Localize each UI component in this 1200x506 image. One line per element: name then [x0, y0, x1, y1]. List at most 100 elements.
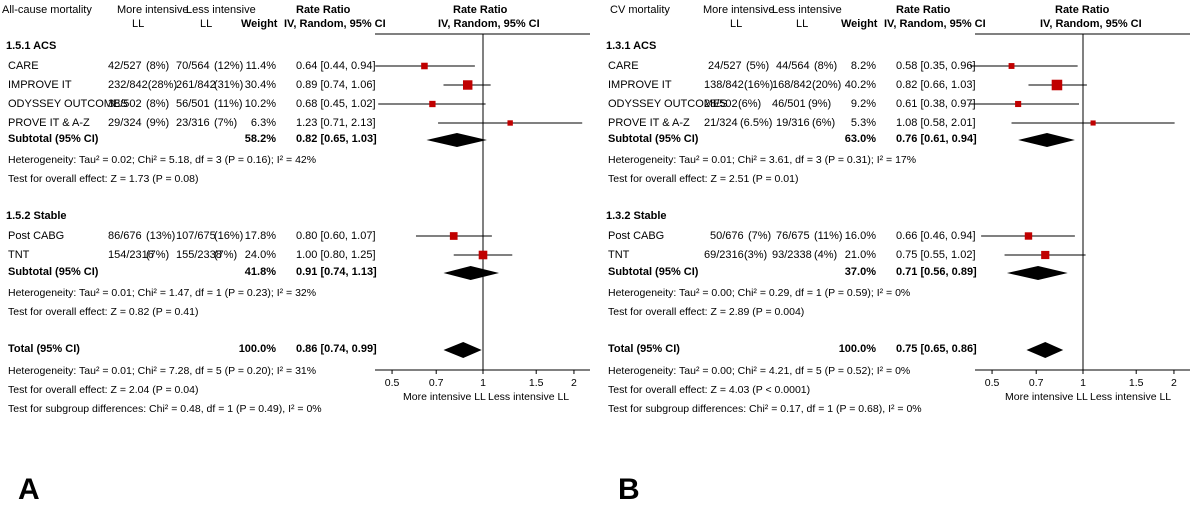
study-g2: 44/564 — [776, 60, 810, 72]
study-name: IMPROVE IT — [608, 79, 672, 91]
study-g1-pct: (6.5%) — [740, 117, 773, 129]
study-point-estimate — [449, 232, 458, 240]
effect-header: Rate Ratio — [896, 4, 951, 16]
total-ci: 0.86 [0.74, 0.99] — [296, 343, 377, 355]
study-ci: 0.89 [0.74, 1.06] — [296, 79, 376, 91]
study-ci: 0.75 [0.55, 1.02] — [896, 249, 976, 261]
group1-header: More intensive — [703, 4, 775, 16]
study-weight: 40.2% — [844, 79, 876, 91]
study-name: PROVE IT & A-Z — [608, 117, 690, 129]
study-weight: 24.0% — [244, 249, 276, 261]
subtotal-diamond — [1006, 266, 1068, 280]
study-g1: 29/324 — [108, 117, 142, 129]
favours-right-label: Less intensive LL — [488, 391, 570, 403]
study-weight: 30.4% — [244, 79, 276, 91]
subtotal-ci: 0.71 [0.56, 0.89] — [896, 266, 977, 278]
study-weight: 10.2% — [244, 98, 276, 110]
study-name: CARE — [8, 60, 39, 72]
study-point-estimate — [1041, 250, 1050, 260]
study-point-estimate — [1008, 63, 1015, 69]
study-name: IMPROVE IT — [8, 79, 72, 91]
study-g1: 24/527 — [708, 60, 742, 72]
group1-subheader: LL — [730, 18, 743, 30]
study-g2: 70/564 — [176, 60, 210, 72]
total-weight: 100.0% — [838, 343, 876, 355]
study-g2: 168/842 — [772, 79, 812, 91]
study-name: CARE — [608, 60, 639, 72]
study-g2-pct: (31%) — [214, 79, 244, 91]
x-tick-label: 1 — [480, 377, 486, 389]
x-tick-label: 0.5 — [384, 377, 400, 389]
study-g2: 76/675 — [776, 230, 810, 242]
study-g2-pct: (20%) — [812, 79, 842, 91]
x-tick-label: 2 — [571, 377, 577, 389]
x-tick-label: 1.5 — [1128, 377, 1144, 389]
total-diamond — [1026, 342, 1064, 358]
study-g1: 42/527 — [108, 60, 142, 72]
total-weight: 100.0% — [238, 343, 276, 355]
subtotal-weight: 37.0% — [844, 266, 876, 278]
x-tick-label: 1.5 — [528, 377, 544, 389]
weight-header: Weight — [841, 18, 878, 30]
subtotal-label: Subtotal (95% CI) — [8, 133, 99, 145]
subtotal-ci: 0.82 [0.65, 1.03] — [296, 133, 377, 145]
study-ci: 0.68 [0.45, 1.02] — [296, 98, 376, 110]
group2-header: Less intensive — [186, 4, 256, 16]
panel-letter: A — [18, 473, 40, 506]
plot-subtitle: IV, Random, 95% CI — [1040, 18, 1142, 30]
subtotal-weight: 41.8% — [244, 266, 276, 278]
study-point-estimate — [429, 100, 436, 108]
group2-subheader: LL — [200, 18, 213, 30]
study-g1: 138/842 — [704, 79, 744, 91]
study-g2-pct: (16%) — [214, 230, 244, 242]
study-g2: 93/2338 — [772, 249, 812, 261]
subtotal-label: Subtotal (95% CI) — [608, 133, 699, 145]
study-g2-pct: (11%) — [214, 98, 243, 110]
study-g2: 261/842 — [176, 79, 216, 91]
study-g1: 154/2316 — [108, 249, 154, 261]
study-g2-pct: (12%) — [214, 60, 244, 72]
study-point-estimate — [462, 80, 473, 90]
group2-header: Less intensive — [772, 4, 842, 16]
subgroup-title: 1.3.2 Stable — [606, 210, 667, 222]
favours-right-label: Less intensive LL — [1090, 391, 1172, 403]
study-g1-pct: (7%) — [146, 249, 170, 261]
group2-subheader: LL — [796, 18, 809, 30]
total-label: Total (95% CI) — [8, 343, 80, 355]
overall-effect-text: Test for overall effect: Z = 0.82 (P = 0… — [8, 306, 199, 318]
study-point-estimate — [507, 120, 513, 126]
forest-panel-b: CV mortality More intensive Less intensi… — [600, 0, 1200, 506]
study-weight: 11.4% — [245, 60, 276, 72]
study-g1: 50/676 — [710, 230, 744, 242]
study-g1: 38/502 — [108, 98, 142, 110]
plot-title: Rate Ratio — [453, 4, 508, 16]
study-name: PROVE IT & A-Z — [8, 117, 90, 129]
total-ci: 0.75 [0.65, 0.86] — [896, 343, 977, 355]
subtotal-ci: 0.76 [0.61, 0.94] — [896, 133, 977, 145]
study-g2: 19/316 — [776, 117, 810, 129]
study-g2: 46/501 — [772, 98, 806, 110]
study-point-estimate — [1051, 79, 1063, 91]
x-tick-label: 0.7 — [1028, 377, 1044, 389]
study-g1-pct: (8%) — [146, 60, 170, 72]
study-name: Post CABG — [8, 230, 65, 242]
study-g1-pct: (5%) — [746, 60, 770, 72]
study-weight: 8.2% — [850, 60, 876, 72]
forest-panel-a: All-cause mortality More intensive Less … — [0, 0, 600, 506]
study-g2: 56/501 — [176, 98, 210, 110]
study-weight: 5.3% — [850, 117, 876, 129]
subgroup-title: 1.5.1 ACS — [6, 40, 57, 52]
subtotal-ci: 0.91 [0.74, 1.13] — [296, 266, 377, 278]
subgroup-title: 1.5.2 Stable — [6, 210, 67, 222]
study-g2-pct: (7%) — [214, 117, 238, 129]
heterogeneity-text: Heterogeneity: Tau² = 0.01; Chi² = 1.47,… — [8, 287, 317, 299]
study-ci: 0.82 [0.66, 1.03] — [896, 79, 976, 91]
study-g1-pct: (16%) — [744, 79, 774, 91]
study-point-estimate — [421, 62, 428, 70]
subtotal-label: Subtotal (95% CI) — [8, 266, 99, 278]
study-g1: 69/2316 — [704, 249, 744, 261]
heterogeneity-text: Heterogeneity: Tau² = 0.01; Chi² = 7.28,… — [8, 365, 317, 377]
study-name: Post CABG — [608, 230, 665, 242]
study-g1: 232/842(28%) — [108, 79, 178, 91]
subgroup-differences-text: Test for subgroup differences: Chi² = 0.… — [608, 403, 922, 415]
